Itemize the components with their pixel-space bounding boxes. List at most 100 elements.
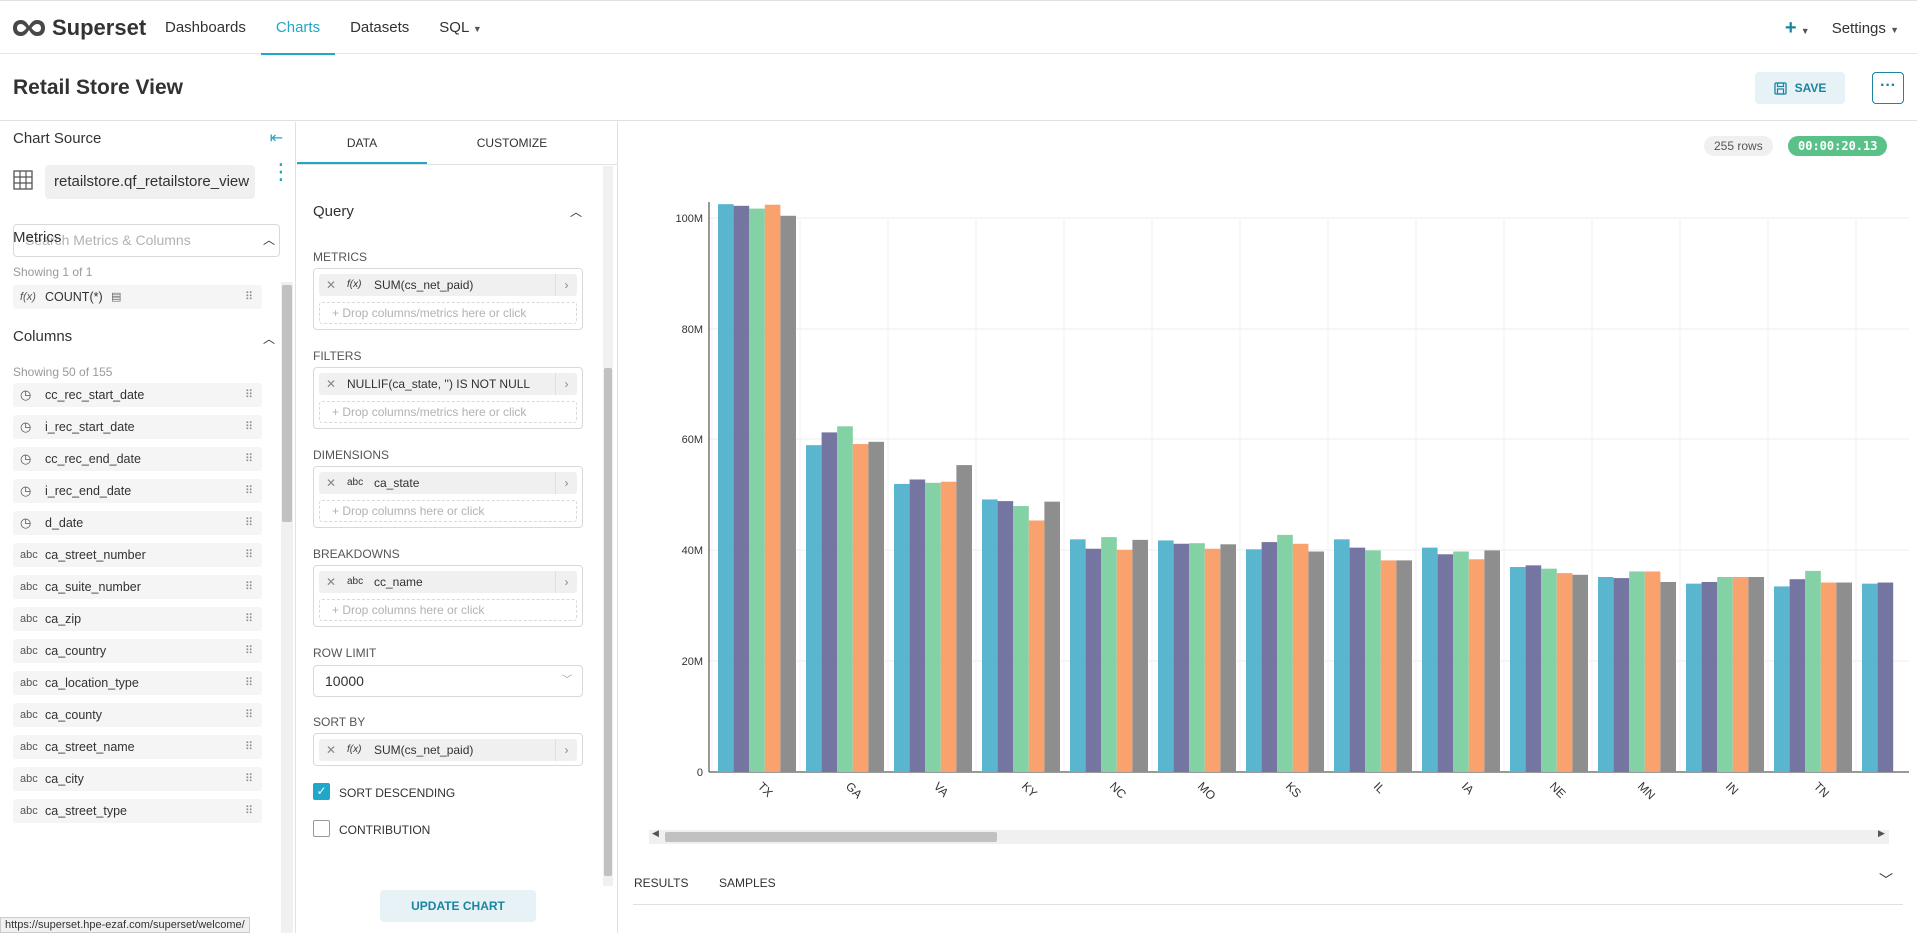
datasource-menu-icon[interactable]: ⋮ (270, 159, 292, 184)
metric-drop-zone[interactable]: + Drop columns/metrics here or click (319, 302, 577, 324)
columns-count: Showing 50 of 155 (13, 365, 113, 379)
nav-sql[interactable]: SQL ▼ (424, 1, 497, 55)
sort-by-pill-label: SUM(cs_net_paid) (374, 743, 474, 757)
metric-label: COUNT(*) (45, 290, 103, 304)
bar (1070, 539, 1086, 772)
drag-handle-icon[interactable]: ⠿ (244, 421, 253, 433)
more-options-button[interactable]: ··· (1872, 72, 1904, 104)
drag-handle-icon[interactable]: ⠿ (244, 485, 253, 497)
chevron-right-icon[interactable]: › (555, 739, 577, 761)
contribution-checkbox[interactable] (313, 820, 330, 837)
chevron-up-icon[interactable]: ︿ (262, 233, 275, 247)
row-limit-select[interactable]: 10000 ﹀ (313, 665, 583, 697)
column-item[interactable]: ◷ i_rec_start_date ⠿ (13, 415, 262, 439)
drag-handle-icon[interactable]: ⠿ (244, 581, 253, 593)
drag-handle-icon[interactable]: ⠿ (244, 517, 253, 529)
column-item[interactable]: abc ca_country ⠿ (13, 639, 262, 663)
column-item[interactable]: abc ca_street_type ⠿ (13, 799, 262, 823)
drag-handle-icon[interactable]: ⠿ (244, 645, 253, 657)
drag-handle-icon[interactable]: ⠿ (244, 805, 253, 817)
save-button[interactable]: SAVE (1755, 72, 1845, 104)
drag-handle-icon[interactable]: ⠿ (244, 709, 253, 721)
scrollbar-thumb[interactable] (604, 368, 612, 876)
string-type-icon: abc (20, 709, 38, 721)
column-item[interactable]: abc ca_city ⠿ (13, 767, 262, 791)
filter-pill[interactable]: ✕ NULLIF(ca_state, '') IS NOT NULL › (319, 373, 577, 395)
drag-handle-icon[interactable]: ⠿ (244, 773, 253, 785)
bar (1525, 565, 1542, 772)
column-item[interactable]: ◷ d_date ⠿ (13, 511, 262, 535)
tab-results[interactable]: RESULTS (634, 876, 689, 890)
drag-handle-icon[interactable]: ⠿ (244, 453, 253, 465)
column-item[interactable]: ◷ cc_rec_end_date ⠿ (13, 447, 262, 471)
chevron-right-icon[interactable]: › (555, 571, 577, 593)
clock-icon: ◷ (20, 515, 32, 530)
chart-header: Retail Store View SAVE ··· (0, 54, 1917, 121)
search-metrics-input[interactable]: Search Metrics & Columns (13, 224, 280, 257)
nav-charts[interactable]: Charts (260, 1, 336, 55)
filter-drop-zone[interactable]: + Drop columns/metrics here or click (319, 401, 577, 423)
column-item[interactable]: abc ca_county ⠿ (13, 703, 262, 727)
filter-pill-label: NULLIF(ca_state, '') IS NOT NULL (347, 377, 531, 391)
scroll-right-icon[interactable]: ▶ (1878, 828, 1885, 838)
remove-icon[interactable]: ✕ (326, 743, 337, 757)
remove-icon[interactable]: ✕ (326, 476, 337, 490)
drag-handle-icon[interactable]: ⠿ (244, 389, 253, 401)
metric-pill[interactable]: ✕ f(x) SUM(cs_net_paid) › (319, 274, 577, 296)
drag-handle-icon[interactable]: ⠿ (244, 549, 253, 561)
tab-customize[interactable]: CUSTOMIZE (476, 136, 548, 150)
breakdown-pill[interactable]: ✕ abc cc_name › (319, 571, 577, 593)
drag-handle-icon[interactable]: ⠿ (244, 291, 253, 303)
column-item[interactable]: abc ca_suite_number ⠿ (13, 575, 262, 599)
breakdown-drop-zone[interactable]: + Drop columns here or click (319, 599, 577, 621)
chevron-up-icon[interactable]: ︿ (570, 205, 583, 219)
column-item[interactable]: ◷ i_rec_end_date ⠿ (13, 479, 262, 503)
string-type-icon: abc (20, 741, 38, 753)
sort-descending-checkbox[interactable]: ✓ (313, 783, 330, 800)
chevron-down-icon: ﹀ (562, 675, 572, 686)
bar (1820, 582, 1837, 772)
drag-handle-icon[interactable]: ⠿ (244, 741, 253, 753)
collapse-panel-icon[interactable]: ⇤ (269, 130, 283, 147)
chevron-right-icon[interactable]: › (555, 274, 577, 296)
dimension-pill[interactable]: ✕ abc ca_state › (319, 472, 577, 494)
tab-data[interactable]: DATA (297, 122, 427, 164)
metric-item[interactable]: f(x) COUNT(*) ▤ ⠿ (13, 285, 262, 309)
column-label: cc_rec_start_date (45, 388, 145, 402)
remove-icon[interactable]: ✕ (326, 377, 337, 391)
column-item[interactable]: abc ca_zip ⠿ (13, 607, 262, 631)
column-item[interactable]: abc ca_street_name ⠿ (13, 735, 262, 759)
x-tick-label: IL (1371, 779, 1388, 796)
datasource-name[interactable]: retailstore.qf_retailstore_view (45, 165, 255, 199)
bar (780, 215, 796, 772)
brand[interactable]: Superset (12, 15, 146, 41)
bar (1044, 501, 1060, 772)
nav-dashboards[interactable]: Dashboards (165, 19, 246, 36)
sort-by-pill[interactable]: ✕ f(x) SUM(cs_net_paid) › (319, 739, 577, 761)
chevron-down-icon[interactable]: ﹀ (1879, 872, 1893, 888)
bar (1805, 570, 1821, 772)
x-tick-label: NC (1107, 779, 1129, 801)
chevron-up-icon[interactable]: ︿ (262, 332, 275, 346)
x-tick-label: MN (1635, 779, 1658, 802)
drag-handle-icon[interactable]: ⠿ (244, 613, 253, 625)
nav-datasets[interactable]: Datasets (350, 19, 410, 36)
new-menu[interactable]: + ▼ (1785, 17, 1810, 40)
settings-menu[interactable]: Settings ▼ (1832, 20, 1899, 37)
dimension-drop-zone[interactable]: + Drop columns here or click (319, 500, 577, 522)
column-item[interactable]: abc ca_location_type ⠿ (13, 671, 262, 695)
update-chart-button[interactable]: UPDATE CHART (380, 890, 536, 922)
remove-icon[interactable]: ✕ (326, 278, 337, 292)
scrollbar-thumb[interactable] (282, 285, 292, 522)
remove-icon[interactable]: ✕ (326, 575, 337, 589)
x-tick-label: TN (1811, 779, 1832, 800)
chart-scrollbar-thumb[interactable] (665, 832, 997, 842)
tab-samples[interactable]: SAMPLES (719, 876, 776, 890)
column-item[interactable]: ◷ cc_rec_start_date ⠿ (13, 383, 262, 407)
page-title[interactable]: Retail Store View (13, 76, 184, 99)
chevron-right-icon[interactable]: › (555, 373, 577, 395)
chevron-right-icon[interactable]: › (555, 472, 577, 494)
drag-handle-icon[interactable]: ⠿ (244, 677, 253, 689)
scroll-left-icon[interactable]: ◀ (652, 828, 659, 838)
column-item[interactable]: abc ca_street_number ⠿ (13, 543, 262, 567)
